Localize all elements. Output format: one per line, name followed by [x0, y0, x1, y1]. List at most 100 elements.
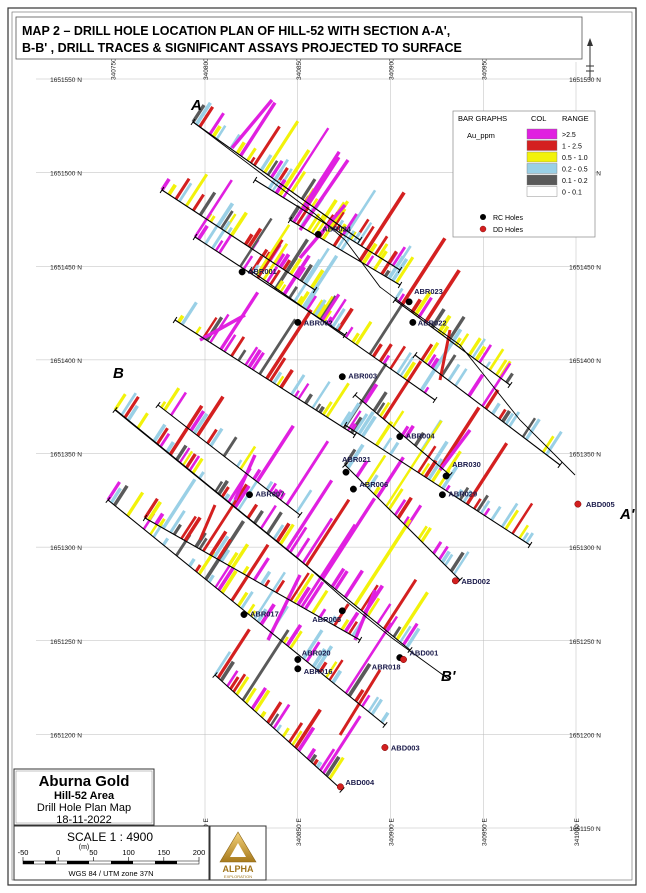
drill-hole-marker[interactable] [409, 318, 417, 326]
assay-bar [354, 320, 373, 346]
assay-bar [223, 493, 231, 501]
assay-bar [324, 755, 341, 778]
assay-bar [154, 512, 165, 526]
assay-bar [178, 447, 191, 464]
assay-bar [420, 462, 431, 476]
assay-bar [410, 298, 422, 314]
assay-bar [320, 293, 341, 322]
assay-bar [333, 603, 350, 627]
assay-bar [315, 403, 322, 411]
scale-block: SCALE 1 : 4900 (m) -50 0 50 100 150 200 WGS 8… [13, 825, 210, 881]
drill-hole-marker[interactable] [342, 468, 350, 476]
assay-bar [305, 641, 321, 663]
legend-range-label: 0.2 - 0.5 [562, 167, 588, 174]
assay-bar [432, 440, 449, 463]
drill-trace [157, 404, 301, 516]
section-label-b-prime: B' [441, 668, 456, 685]
drill-hole-marker[interactable] [294, 656, 302, 663]
assay-bar [297, 726, 316, 752]
assay-bar [417, 296, 433, 319]
drill-hole-marker[interactable] [574, 500, 582, 508]
assay-bar [413, 290, 432, 317]
assay-bar [208, 112, 225, 135]
assay-bar [325, 382, 350, 418]
assay-bar [304, 393, 313, 405]
assay-bar [220, 486, 230, 498]
map-type: Drill Hole Plan Map [37, 802, 131, 814]
assay-bar [372, 391, 388, 412]
assay-bar [288, 722, 304, 744]
scale-tick-label: 0 [56, 848, 60, 857]
section-line-b [115, 409, 451, 681]
assay-bar [295, 537, 311, 559]
assay-bar [109, 487, 122, 504]
assay-bar [375, 456, 405, 499]
assay-bar [198, 504, 217, 541]
assay-bar [270, 160, 284, 179]
drill-hole-label: ABR021 [342, 455, 371, 464]
drill-hole-marker[interactable] [405, 298, 413, 306]
drill-hole-marker[interactable] [338, 607, 346, 615]
assay-bar [249, 156, 256, 164]
assay-bar [311, 589, 329, 614]
assay-bar [250, 686, 268, 710]
drill-hole-marker[interactable] [246, 491, 253, 499]
easting-label-top: 340800 [203, 58, 210, 80]
assay-bar [216, 202, 235, 228]
drill-hole-marker[interactable] [451, 577, 459, 585]
legend-swatch [526, 174, 558, 186]
assay-bar [239, 217, 273, 268]
assay-bar [360, 225, 375, 247]
assay-bar [204, 223, 220, 245]
assay-bar [331, 669, 343, 684]
assay-bar [376, 603, 392, 625]
assay-bar [269, 713, 280, 727]
drill-hole-label: ABD004 [345, 778, 375, 787]
drill-hole-marker[interactable] [438, 491, 446, 499]
assay-bar [338, 669, 382, 736]
assay-bar [458, 333, 470, 349]
drill-hole-marker[interactable] [381, 744, 389, 751]
drill-hole-marker[interactable] [314, 230, 322, 238]
drill-hole-marker[interactable] [238, 268, 246, 276]
assay-bar [296, 206, 310, 226]
assay-bar [259, 504, 277, 530]
drill-hole-marker[interactable] [338, 373, 346, 381]
assay-bar [330, 567, 346, 588]
drill-hole-marker[interactable] [442, 472, 450, 480]
assay-bar [219, 660, 235, 682]
assay-bar [417, 445, 437, 474]
assay-bar [113, 484, 129, 507]
drill-hole-marker[interactable] [396, 433, 404, 441]
assay-bar [302, 629, 324, 660]
drill-hole-marker[interactable] [294, 318, 302, 326]
assay-bar [423, 341, 440, 364]
assay-bar [247, 348, 262, 369]
assay-bar [296, 266, 306, 280]
assay-bar [191, 457, 204, 475]
assay-bar [249, 255, 264, 275]
assay-bar [174, 177, 191, 200]
assay-bar [303, 156, 341, 212]
assay-bar [161, 478, 197, 530]
drill-hole-marker[interactable] [400, 656, 407, 663]
drill-hole-marker[interactable] [349, 485, 357, 493]
drill-hole-marker[interactable] [240, 611, 248, 618]
assay-bar [459, 486, 470, 501]
assay-bar [315, 760, 323, 769]
assay-bar [260, 570, 272, 586]
assay-bar [296, 295, 304, 305]
assay-bar [323, 310, 332, 323]
assay-bar [243, 233, 254, 246]
assay-bar [123, 395, 140, 419]
drill-hole-marker[interactable] [294, 665, 302, 673]
assay-bar [354, 688, 365, 703]
assay-bar [230, 336, 246, 357]
drill-hole-marker[interactable] [336, 783, 344, 791]
assay-bar [417, 525, 428, 540]
assay-bar [394, 256, 415, 284]
assay-bar [211, 220, 231, 250]
drill-trace [414, 354, 561, 466]
assay-bar [438, 428, 472, 472]
